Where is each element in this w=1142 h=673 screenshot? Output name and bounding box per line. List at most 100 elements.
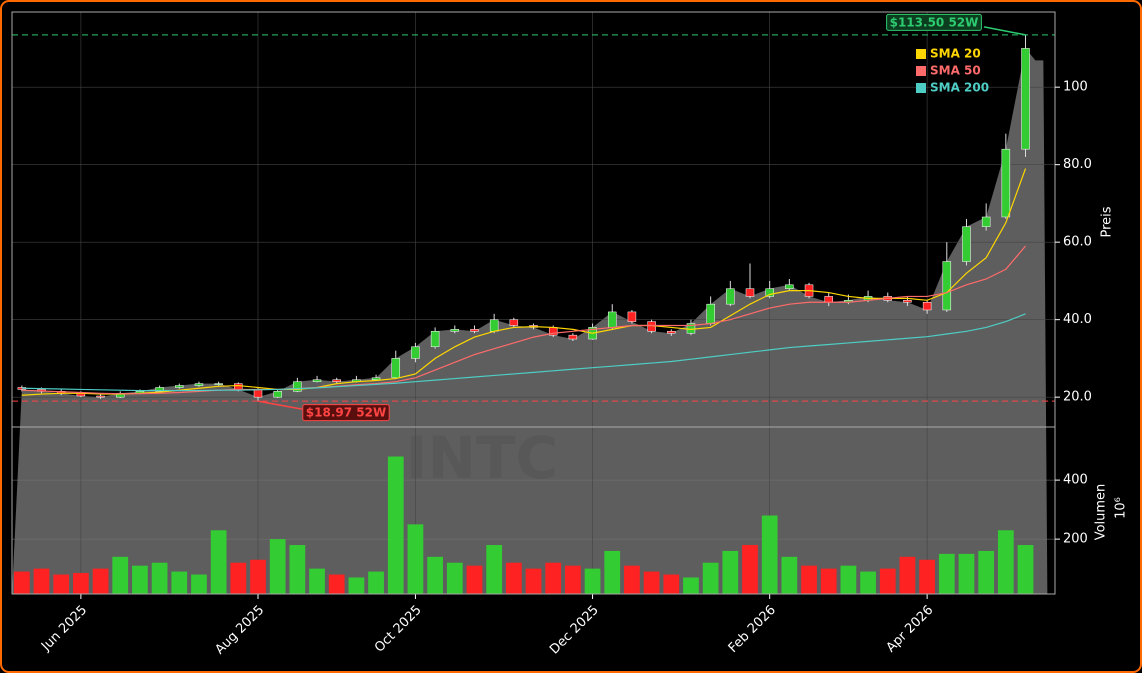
volume-bar [525, 568, 542, 594]
candle-body [1001, 148, 1011, 218]
candle-body [824, 296, 833, 303]
volume-bar [840, 565, 857, 594]
y-tick-label: 20.0 [1063, 390, 1092, 405]
volume-bar [643, 571, 660, 594]
annotation-label: $113.50 52W [890, 15, 979, 29]
candle-body [489, 319, 499, 332]
volume-axis-label: Volumen [1094, 484, 1109, 541]
volume-bar [250, 559, 266, 594]
y-tick-label: 60.0 [1063, 235, 1092, 250]
y-tick-label: 100 [1063, 80, 1088, 95]
volume-bar [663, 574, 680, 594]
volume-bar [33, 568, 50, 594]
volume-bar [761, 515, 778, 594]
volume-bar [112, 556, 129, 594]
legend-label: SMA 200 [930, 81, 989, 95]
volume-bar [604, 550, 621, 594]
annotation-box [302, 404, 390, 422]
sma-line [21, 168, 1027, 396]
volume-bar [722, 550, 739, 594]
volume-bar [466, 565, 483, 594]
volume-bar [132, 565, 148, 594]
annotation-box [886, 13, 982, 31]
volume-bar [446, 562, 463, 594]
candle-body [312, 379, 322, 382]
candle-body [667, 331, 676, 334]
candle-body [726, 288, 735, 305]
annotation-arrow [257, 400, 303, 410]
volume-bar [997, 530, 1014, 594]
annotation-label: $18.97 52W [306, 406, 386, 420]
volume-bar [624, 565, 640, 594]
volume-bar [289, 545, 306, 594]
candle-body [371, 377, 381, 380]
candle-body [981, 216, 991, 227]
candle-body [607, 311, 617, 328]
legend-swatch [916, 83, 926, 93]
candle-body [1021, 48, 1030, 150]
volume-bar [73, 573, 89, 594]
volume-tick-label: 200 [1063, 532, 1088, 547]
volume-bar [486, 545, 503, 594]
candle-body [647, 321, 656, 332]
candle-body [391, 358, 401, 379]
volume-bar [171, 571, 188, 594]
volume-bar [269, 539, 286, 594]
volume-offset: 10⁶ [1114, 497, 1129, 519]
volume-bar [191, 574, 207, 594]
candle-body [273, 391, 282, 398]
candle-body [411, 346, 420, 359]
candle-body [922, 301, 932, 311]
candle-body [627, 311, 637, 322]
candle-body [253, 389, 263, 398]
sma-line [21, 313, 1026, 392]
volume-bar [820, 568, 837, 594]
volume-bar [407, 524, 424, 594]
volume-bar [899, 556, 916, 594]
candle-body [745, 288, 755, 297]
volume-bar [210, 530, 227, 594]
candle-body [450, 329, 460, 332]
candle-body [706, 303, 715, 324]
volume-bar [427, 556, 443, 594]
y-tick-label: 80.0 [1063, 157, 1092, 172]
volume-bar [53, 574, 70, 594]
volume-bar [151, 562, 168, 594]
sma-line [21, 245, 1026, 395]
y-axis-label: Preis [1100, 206, 1115, 237]
volume-bar [938, 553, 955, 594]
volume-bar [92, 568, 109, 594]
volume-tick-label: 400 [1063, 473, 1088, 488]
candle-body [568, 334, 578, 340]
volume-bar [565, 565, 581, 594]
volume-bar [505, 562, 522, 594]
candle-body [234, 383, 243, 390]
volume-bar [545, 562, 562, 594]
volume-bar [683, 577, 699, 594]
volume-bar [348, 577, 365, 594]
candle-body [470, 329, 479, 332]
legend-swatch [916, 49, 926, 59]
legend-label: SMA 20 [930, 47, 981, 61]
candle-body [942, 261, 952, 311]
volume-bar [13, 571, 30, 594]
volume-bar [919, 559, 935, 594]
watermark: INTC [406, 424, 558, 492]
candle-body [194, 383, 204, 386]
volume-bar [368, 571, 384, 594]
candle-body [903, 300, 912, 303]
candle-body [509, 319, 519, 326]
candle-body [765, 288, 774, 297]
candle-body [96, 395, 105, 398]
candle-body [785, 284, 794, 289]
legend-swatch [916, 66, 926, 76]
volume-bar [801, 565, 817, 594]
candle-body [175, 385, 184, 388]
candle-body [214, 383, 223, 385]
y-tick-label: 40.0 [1063, 312, 1092, 327]
legend-label: SMA 50 [930, 64, 981, 78]
volume-bar [958, 553, 975, 594]
volume-bar [387, 456, 404, 594]
